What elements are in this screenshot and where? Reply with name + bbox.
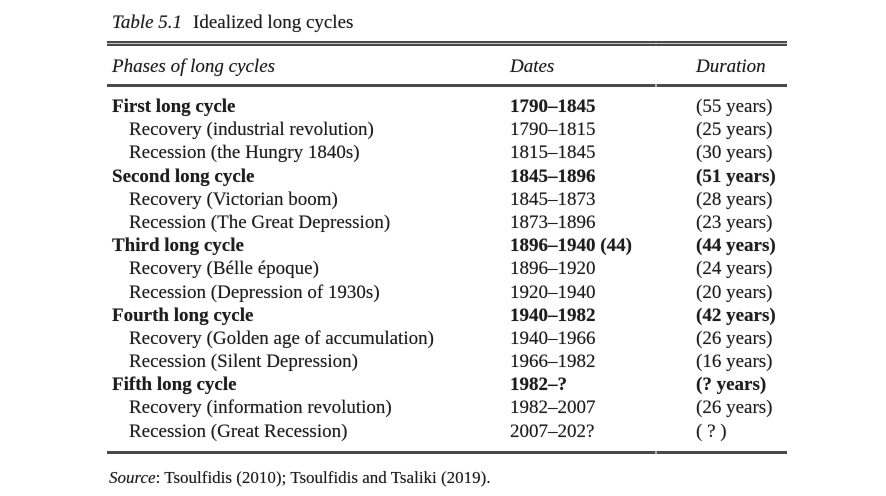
duration-cell: (23 years) — [696, 211, 773, 233]
duration-cell: (26 years) — [696, 327, 773, 349]
table-row: First long cycle 1790–1845 (55 years) — [107, 95, 787, 118]
table-row: Fourth long cycle 1940–1982 (42 years) — [107, 304, 787, 327]
dates-cell: 1896–1920 — [510, 258, 596, 280]
table-row: Recession (The Great Depression) 1873–18… — [107, 211, 787, 234]
table-row: Fifth long cycle 1982–? (? years) — [107, 373, 787, 396]
top-rule — [107, 41, 787, 46]
column-header-phases: Phases of long cycles — [112, 56, 276, 77]
phase-cell: Recovery (Golden age of accumulation) — [129, 327, 434, 349]
duration-cell: (16 years) — [696, 351, 773, 373]
duration-cell: (? years) — [696, 374, 767, 396]
dates-cell: 1982–2007 — [510, 397, 596, 419]
table-row: Recovery (industrial revolution) 1790–18… — [107, 118, 787, 141]
phase-cell: Third long cycle — [112, 235, 244, 257]
duration-cell: (20 years) — [696, 281, 773, 303]
duration-cell: (30 years) — [696, 142, 773, 164]
header-rule — [107, 84, 787, 87]
phase-cell: Fourth long cycle — [112, 304, 254, 326]
dates-cell: 1790–1815 — [510, 119, 596, 141]
table-caption: Idealized long cycles — [193, 12, 354, 33]
phase-cell: Recession (the Hungry 1840s) — [129, 142, 360, 164]
duration-cell: (28 years) — [696, 188, 773, 210]
dates-cell: 1920–1940 — [510, 281, 596, 303]
dates-cell: 1845–1896 — [510, 165, 596, 187]
table-row: Third long cycle 1896–1940 (44) (44 year… — [107, 234, 787, 257]
dates-cell: 1966–1982 — [510, 351, 596, 373]
column-header-duration: Duration — [696, 56, 766, 77]
phase-cell: Recovery (Bélle époque) — [129, 258, 319, 280]
dates-cell: 1873–1896 — [510, 211, 596, 233]
table-row: Recession (Depression of 1930s) 1920–194… — [107, 281, 787, 304]
duration-cell: ( ? ) — [696, 420, 727, 442]
phase-cell: Recovery (information revolution) — [129, 397, 392, 419]
duration-cell: (26 years) — [696, 397, 773, 419]
dates-cell: 1940–1966 — [510, 327, 596, 349]
dates-cell: 1896–1940 (44) — [510, 235, 632, 257]
table-number: Table 5.1 — [112, 12, 183, 33]
phase-cell: Fifth long cycle — [112, 374, 237, 396]
phase-cell: Recession (The Great Depression) — [129, 211, 391, 233]
table-title: Table 5.1 Idealized long cycles — [107, 11, 787, 34]
table-row: Recession (Great Recession) 2007–202? ( … — [107, 420, 787, 443]
source-note: Source: Tsoulfidis (2010); Tsoulfidis an… — [107, 467, 787, 488]
dates-cell: 1815–1845 — [510, 142, 596, 164]
duration-cell: (24 years) — [696, 258, 773, 280]
phase-cell: Recovery (industrial revolution) — [129, 119, 374, 141]
table-body: First long cycle 1790–1845 (55 years) Re… — [107, 87, 787, 443]
table-row: Recovery (Golden age of accumulation) 19… — [107, 327, 787, 350]
table-row: Recession (Silent Depression) 1966–1982 … — [107, 350, 787, 373]
dates-cell: 2007–202? — [510, 420, 595, 442]
source-label: Source — [109, 467, 156, 487]
duration-cell: (42 years) — [696, 304, 776, 326]
dates-cell: 1845–1873 — [510, 188, 596, 210]
column-header-dates: Dates — [510, 56, 555, 77]
table-row: Recovery (information revolution) 1982–2… — [107, 396, 787, 419]
dates-cell: 1790–1845 — [510, 96, 596, 117]
dates-cell: 1940–1982 — [510, 304, 596, 326]
duration-cell: (55 years) — [696, 96, 773, 117]
dates-cell: 1982–? — [510, 374, 567, 396]
duration-cell: (44 years) — [696, 235, 776, 257]
table-row: Recovery (Victorian boom) 1845–1873 (28 … — [107, 188, 787, 211]
phase-cell: Recession (Silent Depression) — [129, 351, 359, 373]
phase-cell: Recession (Great Recession) — [129, 420, 348, 442]
phase-cell: First long cycle — [112, 96, 236, 117]
source-text: : Tsoulfidis (2010); Tsoulfidis and Tsal… — [155, 467, 491, 487]
table-row: Recession (the Hungry 1840s) 1815–1845 (… — [107, 141, 787, 164]
phase-cell: Recession (Depression of 1930s) — [129, 281, 380, 303]
table-5-1: Table 5.1 Idealized long cycles Phases of… — [107, 11, 787, 488]
bottom-rule — [107, 450, 787, 454]
table-row: Second long cycle 1845–1896 (51 years) — [107, 165, 787, 188]
table-header-row: Phases of long cycles Dates Duration — [107, 46, 787, 78]
phase-cell: Recovery (Victorian boom) — [129, 188, 338, 210]
phase-cell: Second long cycle — [112, 165, 255, 187]
table-row: Recovery (Bélle époque) 1896–1920 (24 ye… — [107, 257, 787, 280]
duration-cell: (51 years) — [696, 165, 776, 187]
duration-cell: (25 years) — [696, 119, 773, 141]
